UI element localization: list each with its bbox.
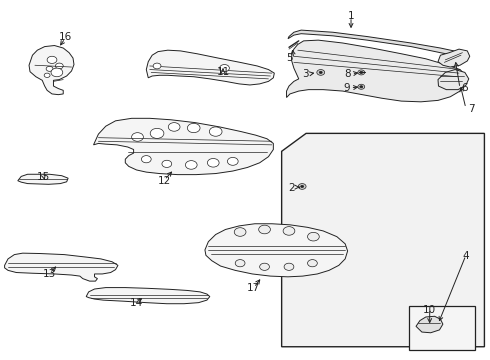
Text: 2: 2: [288, 183, 295, 193]
Circle shape: [44, 73, 50, 77]
Circle shape: [235, 260, 245, 267]
Text: 16: 16: [59, 32, 72, 42]
Circle shape: [308, 260, 318, 267]
Text: 4: 4: [462, 251, 469, 261]
Polygon shape: [4, 253, 118, 281]
Circle shape: [209, 127, 222, 136]
Circle shape: [301, 185, 304, 188]
Polygon shape: [86, 288, 210, 304]
Circle shape: [260, 263, 270, 270]
Text: 5: 5: [286, 53, 293, 63]
Circle shape: [187, 123, 200, 133]
Circle shape: [207, 158, 219, 167]
Circle shape: [284, 263, 294, 270]
Polygon shape: [29, 45, 74, 95]
Polygon shape: [288, 30, 469, 58]
Circle shape: [162, 160, 172, 167]
Circle shape: [55, 63, 63, 69]
Polygon shape: [416, 316, 443, 333]
Text: 11: 11: [217, 67, 230, 77]
Polygon shape: [438, 69, 469, 90]
Text: 17: 17: [247, 283, 260, 293]
Polygon shape: [147, 50, 274, 85]
Polygon shape: [438, 49, 470, 67]
Circle shape: [319, 71, 322, 73]
Polygon shape: [94, 118, 273, 175]
Bar: [409, 306, 475, 350]
Polygon shape: [287, 40, 466, 102]
Text: 6: 6: [462, 83, 468, 93]
Circle shape: [259, 225, 270, 234]
Text: 9: 9: [343, 83, 349, 93]
Text: 12: 12: [158, 176, 171, 186]
Circle shape: [298, 184, 306, 189]
Circle shape: [358, 84, 365, 89]
Text: 15: 15: [37, 172, 50, 182]
Text: 1: 1: [348, 11, 354, 21]
Circle shape: [358, 70, 365, 75]
Circle shape: [360, 86, 363, 88]
Circle shape: [308, 232, 319, 241]
Circle shape: [234, 228, 246, 236]
Circle shape: [227, 157, 238, 165]
Circle shape: [47, 56, 57, 63]
Text: 14: 14: [130, 298, 143, 308]
Text: 10: 10: [423, 305, 436, 315]
Circle shape: [317, 69, 325, 75]
Circle shape: [185, 161, 197, 169]
Text: 13: 13: [43, 269, 56, 279]
Polygon shape: [18, 174, 68, 184]
Circle shape: [168, 123, 180, 131]
Circle shape: [220, 64, 229, 72]
Circle shape: [142, 156, 151, 163]
Text: 7: 7: [468, 104, 475, 114]
Text: 3: 3: [302, 69, 309, 79]
Polygon shape: [282, 134, 485, 347]
Circle shape: [153, 63, 161, 69]
Circle shape: [132, 133, 144, 141]
Polygon shape: [205, 224, 347, 277]
Circle shape: [150, 129, 164, 138]
Circle shape: [360, 71, 363, 73]
Circle shape: [51, 68, 63, 77]
Circle shape: [46, 66, 53, 71]
Circle shape: [283, 226, 295, 235]
Text: 8: 8: [344, 69, 350, 79]
